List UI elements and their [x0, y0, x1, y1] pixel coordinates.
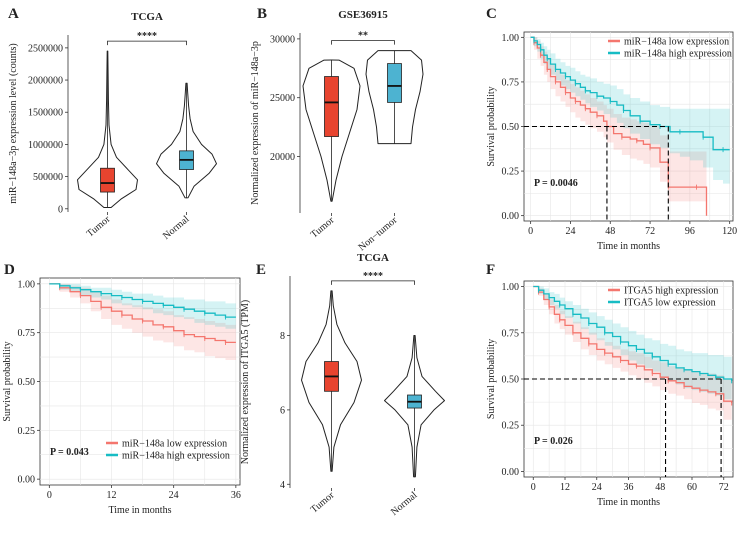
y-tick-label: 500000 — [33, 172, 63, 183]
panel-label: C — [486, 6, 497, 22]
x-tick-label: 0 — [528, 226, 533, 237]
panel-a: 0 500000 1000000 1500000 2000000 2500000 Tumor… — [8, 6, 217, 242]
y-tick-label: 6 — [280, 405, 285, 416]
p-value: P = 0.0046 — [534, 178, 578, 189]
legend-label: miR−148a low expression — [122, 439, 227, 450]
y-tick-label: 0.75 — [18, 328, 36, 339]
panel-c: 0.00 0.25 0.50 0.75 1.00 0 24 48 72 96 120 Time in … — [486, 6, 737, 252]
x-tick-label: 24 — [565, 226, 575, 237]
x-tick-label: 96 — [685, 226, 695, 237]
y-axis-label: Survival probability — [2, 341, 13, 421]
legend-label: miR−148a high expression — [122, 451, 230, 462]
significance-bracket — [107, 40, 187, 46]
y-tick-label: 1000000 — [28, 140, 63, 151]
y-tick-label: 2500000 — [28, 43, 63, 54]
y-tick-label: 0.50 — [502, 122, 520, 133]
x-tick-label: Normal — [161, 214, 192, 242]
box — [324, 76, 339, 137]
y-axis-label: Survival probability — [486, 339, 497, 419]
ci-band-red — [530, 37, 707, 202]
x-tick-label: 36 — [624, 482, 634, 493]
panel-f: 0.00 0.25 0.50 0.75 1.00 0 12 24 36 48 60 72 Time in… — [486, 262, 734, 508]
survival-curve-red — [530, 36, 708, 216]
x-tick-label: Non−tumor — [357, 214, 400, 253]
legend-label: miR−148a high expression — [624, 49, 732, 60]
y-axis-label: Survival probability — [486, 86, 497, 166]
legend-label: ITGA5 high expression — [624, 286, 718, 297]
y-axis-label: Normalized expression of miR−148a−3p — [250, 41, 261, 205]
x-tick-label: 12 — [107, 490, 117, 501]
y-tick-label: 0.00 — [502, 467, 520, 478]
y-tick-label: 0.50 — [502, 375, 520, 386]
significance-label: ** — [358, 31, 368, 42]
y-tick-label: 0.25 — [18, 426, 36, 437]
ci-band-teal — [533, 286, 732, 402]
box — [387, 63, 402, 103]
y-tick-label: 1.00 — [502, 33, 520, 44]
panel-d: 0.00 0.25 0.50 0.75 1.00 0 12 24 36 Time in month… — [2, 262, 241, 516]
y-tick-label: 0.50 — [18, 377, 36, 388]
y-tick-label: 25000 — [270, 93, 295, 104]
y-tick-label: 0.75 — [502, 77, 520, 88]
x-axis-label: Time in months — [597, 241, 660, 252]
y-tick-label: 1.00 — [502, 282, 520, 293]
significance-label: **** — [363, 271, 383, 282]
legend-label: ITGA5 low expression — [624, 298, 716, 309]
x-tick-label: Tumor — [85, 213, 113, 239]
panel-label: E — [256, 262, 266, 278]
legend-label: miR−148a low expression — [624, 37, 729, 48]
x-tick-label: Normal — [389, 490, 420, 518]
y-tick-label: 1500000 — [28, 108, 63, 119]
y-tick-label: 0.25 — [502, 167, 520, 178]
panel-title: TCGA — [131, 11, 163, 23]
ci-band-red — [533, 286, 732, 422]
y-tick-label: 0 — [58, 204, 63, 215]
p-value: P = 0.026 — [534, 436, 573, 447]
y-tick-label: 0.00 — [18, 475, 36, 486]
panel-title: TCGA — [357, 252, 389, 264]
ci-band-teal — [49, 283, 236, 331]
x-tick-label: 24 — [592, 482, 602, 493]
x-axis-label: Time in months — [109, 505, 172, 516]
panel-e: 4 6 8 Tumor Normal Normalized expression of I… — [240, 252, 445, 518]
y-tick-label: 0.25 — [502, 421, 520, 432]
x-tick-label: 72 — [719, 482, 729, 493]
panel-label: B — [257, 6, 267, 22]
panel-label: F — [486, 262, 495, 278]
p-value: P = 0.043 — [50, 447, 89, 458]
panel-label: A — [8, 6, 19, 22]
y-axis-label: miR−148a−3p expression level (counts) — [8, 43, 19, 203]
panel-b: 20000 25000 30000 Tumor Non−tumor Normalized … — [250, 6, 424, 253]
y-axis-label: Normalized expression of ITGA5 (TPM) — [240, 300, 251, 464]
x-tick-label: 36 — [231, 490, 241, 501]
significance-label: **** — [137, 31, 157, 42]
panel-label: D — [4, 262, 15, 278]
x-tick-label: 72 — [645, 226, 655, 237]
x-tick-label: 0 — [531, 482, 536, 493]
y-tick-label: 8 — [280, 331, 285, 342]
x-tick-label: Tumor — [309, 214, 337, 240]
y-tick-label: 1.00 — [18, 279, 36, 290]
x-tick-label: 0 — [47, 490, 52, 501]
x-tick-label: 24 — [169, 490, 179, 501]
x-tick-label: 60 — [687, 482, 697, 493]
y-tick-label: 2000000 — [28, 76, 63, 87]
x-tick-label: 48 — [605, 226, 615, 237]
significance-bracket — [331, 280, 415, 285]
x-tick-label: 48 — [655, 482, 665, 493]
panel-title: GSE36915 — [338, 9, 388, 21]
box — [100, 167, 115, 193]
x-tick-label: 12 — [560, 482, 570, 493]
x-tick-label: Tumor — [309, 489, 337, 515]
y-tick-label: 4 — [280, 480, 285, 491]
y-tick-label: 20000 — [270, 152, 295, 163]
y-tick-label: 0.75 — [502, 328, 520, 339]
x-axis-label: Time in months — [597, 497, 660, 508]
y-tick-label: 0.00 — [502, 211, 520, 222]
x-tick-label: 120 — [722, 226, 737, 237]
significance-bracket — [331, 40, 395, 45]
y-tick-label: 30000 — [270, 34, 295, 45]
